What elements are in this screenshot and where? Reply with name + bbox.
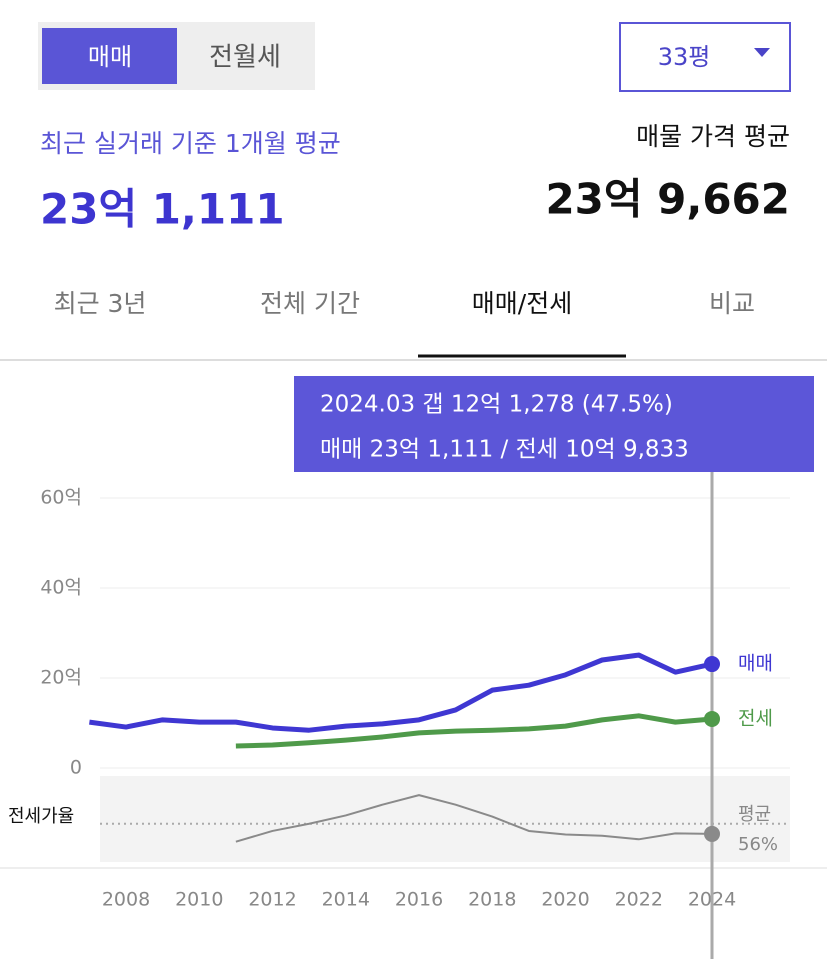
end-dot <box>704 710 720 727</box>
x-tick-label: 2014 <box>322 889 370 911</box>
plot: 0 20억 40억 60억 2008 2010 2012 2014 2016 2018 2020 20… <box>8 472 790 959</box>
series-line <box>235 713 713 749</box>
x-tick-label: 2018 <box>468 889 516 911</box>
size-select[interactable] <box>619 22 791 92</box>
x-tick-label: 2010 <box>175 889 223 911</box>
y-tick-label: 0 <box>70 757 82 779</box>
tooltip-line: 2024.03 갭 12억 1,278 (47.5%) <box>320 392 673 418</box>
tab[interactable]: 전월세 <box>209 43 281 73</box>
tooltip <box>294 376 814 472</box>
x-tick-label: 2016 <box>395 889 443 911</box>
average-name: 평균 <box>738 804 771 825</box>
period-tab[interactable]: 전체 기간 <box>260 289 360 318</box>
average-label: 56% <box>738 834 778 855</box>
tab[interactable]: 매매 <box>88 43 132 71</box>
x-tick-label: 2008 <box>102 889 150 911</box>
listing-value: 23억 9,662 <box>545 175 790 224</box>
period-tab[interactable]: 매매/전세 <box>472 289 572 318</box>
period-tab[interactable]: 최근 3년 <box>54 289 147 318</box>
end-dot <box>704 825 720 842</box>
series-line <box>235 794 713 843</box>
x-tick-label: 2012 <box>248 889 296 911</box>
period-tab[interactable]: 비교 <box>709 289 755 318</box>
series-line <box>89 652 713 733</box>
recent-label: 최근 실거래 기준 1개월 평균 <box>40 129 341 158</box>
y-tick-label: 40억 <box>40 577 82 599</box>
series-label: 매매 <box>738 653 773 675</box>
tooltip-line: 매매 23억 1,111 / 전세 10억 9,833 <box>320 437 689 463</box>
y-tick-label: 20억 <box>40 667 82 689</box>
x-tick-label: 2020 <box>541 889 589 911</box>
dropdown-arrow <box>754 48 770 57</box>
ratio-label: 전세가율 <box>8 806 74 827</box>
x-tick-label: 2022 <box>615 889 663 911</box>
active-toggle[interactable] <box>42 28 177 84</box>
series-label: 전세 <box>738 707 773 729</box>
end-dot <box>704 656 720 673</box>
listing-label: 매물 가격 평균 <box>636 122 790 151</box>
y-tick-label: 60억 <box>40 487 82 509</box>
ratio-panel <box>100 776 790 862</box>
recent-value: 23억 1,111 <box>40 185 285 234</box>
size-select-label: 33평 <box>658 43 711 71</box>
